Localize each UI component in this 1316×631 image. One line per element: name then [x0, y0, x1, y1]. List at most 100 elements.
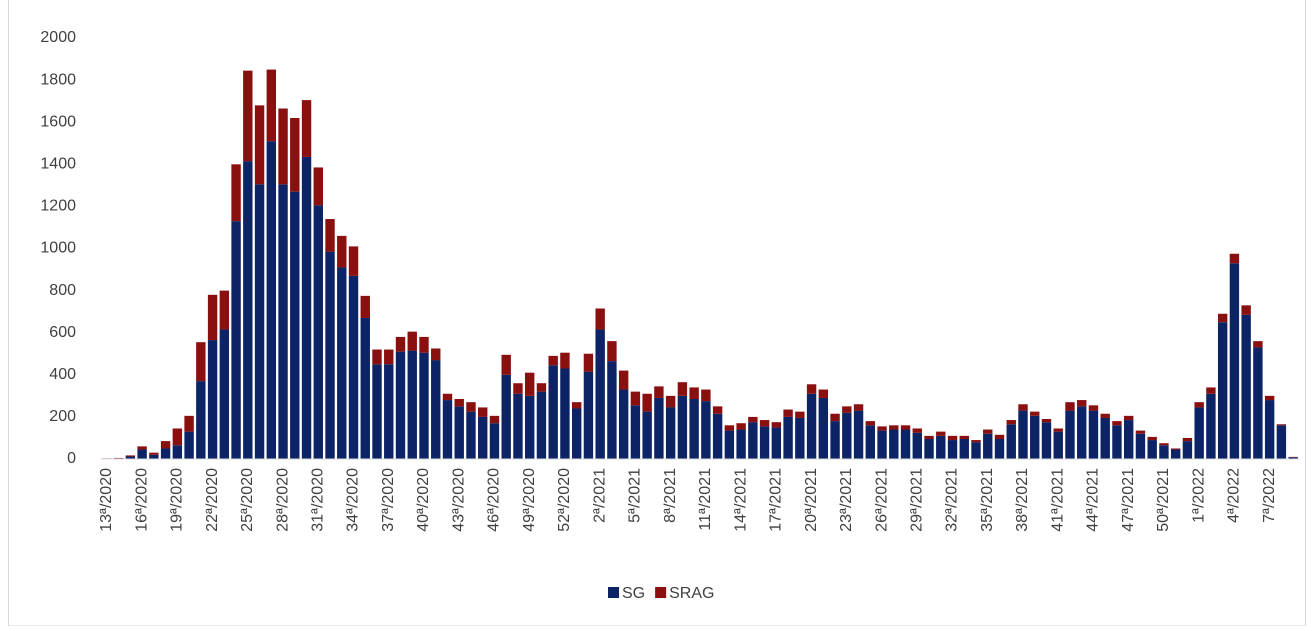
- bar-segment: [1101, 414, 1110, 418]
- bar-segment: [1206, 387, 1215, 393]
- bar-segment: [713, 414, 722, 459]
- bar-segment: [772, 427, 781, 459]
- bar-segment: [537, 392, 546, 459]
- bar-segment: [995, 435, 1004, 439]
- bar-segment: [361, 296, 370, 318]
- bar-segment: [408, 332, 417, 351]
- bar-segment: [713, 406, 722, 413]
- bar-segment: [1089, 411, 1098, 459]
- bar-segment: [431, 348, 440, 360]
- bar-segment: [478, 417, 487, 459]
- bar-segment: [654, 386, 663, 398]
- bar-segment: [913, 428, 922, 432]
- x-tick-label: 29ª/2021: [909, 468, 926, 532]
- bar-segment: [502, 355, 511, 375]
- x-tick-label: 50ª/2021: [1155, 468, 1172, 532]
- bar-segment: [666, 407, 675, 459]
- x-tick-label: 28ª/2020: [274, 468, 291, 532]
- bar-segment: [184, 416, 193, 432]
- bar-segment: [349, 276, 358, 459]
- x-tick-label: 41ª/2021: [1049, 468, 1066, 532]
- bar-segment: [361, 318, 370, 459]
- x-tick-label: 8ª/2021: [662, 468, 679, 523]
- bar-segment: [137, 450, 146, 459]
- bar-segment: [924, 436, 933, 439]
- bar-segment: [478, 407, 487, 416]
- bar-segment: [1042, 422, 1051, 459]
- bar-segment: [314, 205, 323, 459]
- bar-segment: [1054, 432, 1063, 459]
- bar-segment: [161, 441, 170, 448]
- x-tick-label: 40ª/2020: [415, 468, 432, 532]
- bar-segment: [243, 71, 252, 162]
- bar-segment: [255, 184, 264, 459]
- bar-segment: [1018, 411, 1027, 459]
- x-tick-label: 5ª/2021: [627, 468, 644, 523]
- bar-segment: [1030, 416, 1039, 459]
- bar-segment: [1065, 411, 1074, 459]
- bar-segment: [1183, 438, 1192, 441]
- bar-segment: [983, 434, 992, 459]
- bar-segment: [689, 399, 698, 459]
- bar-segment: [1112, 421, 1121, 425]
- bar-segment: [220, 291, 229, 330]
- bar-segment: [1241, 305, 1250, 314]
- bar-segment: [372, 350, 381, 365]
- legend-label: SRAG: [669, 585, 714, 602]
- bar-segment: [678, 382, 687, 396]
- bar-segment: [1218, 322, 1227, 459]
- bar-segment: [1124, 416, 1133, 420]
- bar-segment: [877, 431, 886, 459]
- x-tick-label: 34ª/2020: [345, 468, 362, 532]
- bar-segment: [584, 354, 593, 372]
- bar-segment: [513, 383, 522, 394]
- bar-segment: [642, 394, 651, 412]
- bar-segment: [819, 398, 828, 459]
- bar-segment: [231, 164, 240, 221]
- y-tick-label: 1600: [40, 113, 76, 130]
- bar-segment: [1230, 263, 1239, 459]
- bar-segment: [1194, 402, 1203, 407]
- bar-segment: [772, 422, 781, 427]
- bar-segment: [960, 439, 969, 459]
- bar-segment: [126, 455, 135, 456]
- bar-segment: [842, 406, 851, 412]
- bar-segment: [666, 396, 675, 408]
- bar-segment: [1007, 424, 1016, 459]
- bar-segment: [689, 387, 698, 399]
- bar-segment: [983, 430, 992, 434]
- bar-segment: [1253, 341, 1262, 347]
- bar-segment: [1171, 450, 1180, 459]
- y-tick-label: 400: [49, 366, 76, 383]
- bar-segment: [161, 448, 170, 459]
- bar-segment: [725, 431, 734, 459]
- bar-segment: [924, 439, 933, 459]
- x-tick-label: 22ª/2020: [204, 468, 221, 532]
- y-tick-label: 1200: [40, 198, 76, 215]
- bar-segment: [443, 400, 452, 459]
- bar-segment: [572, 402, 581, 408]
- bar-segment: [419, 353, 428, 459]
- bar-segment: [866, 421, 875, 425]
- bar-segment: [1101, 418, 1110, 459]
- bar-segment: [1265, 400, 1274, 459]
- y-tick-label: 1400: [40, 156, 76, 173]
- bar-segment: [1230, 254, 1239, 263]
- x-tick-label: 44ª/2021: [1085, 468, 1102, 532]
- bar-segment: [1077, 406, 1086, 459]
- legend-swatch: [655, 587, 666, 598]
- bar-segment: [1265, 396, 1274, 400]
- bar-segment: [455, 399, 464, 406]
- bar-segment: [783, 417, 792, 459]
- bar-segment: [1253, 347, 1262, 459]
- bar-segment: [243, 161, 252, 459]
- bar-segment: [760, 420, 769, 426]
- x-tick-label: 1ª/2022: [1190, 468, 1207, 523]
- bar-segment: [396, 337, 405, 352]
- bar-segment: [431, 360, 440, 459]
- y-tick-label: 1000: [40, 240, 76, 257]
- bar-segment: [760, 426, 769, 459]
- bar-segment: [537, 383, 546, 391]
- bar-segment: [1277, 425, 1286, 459]
